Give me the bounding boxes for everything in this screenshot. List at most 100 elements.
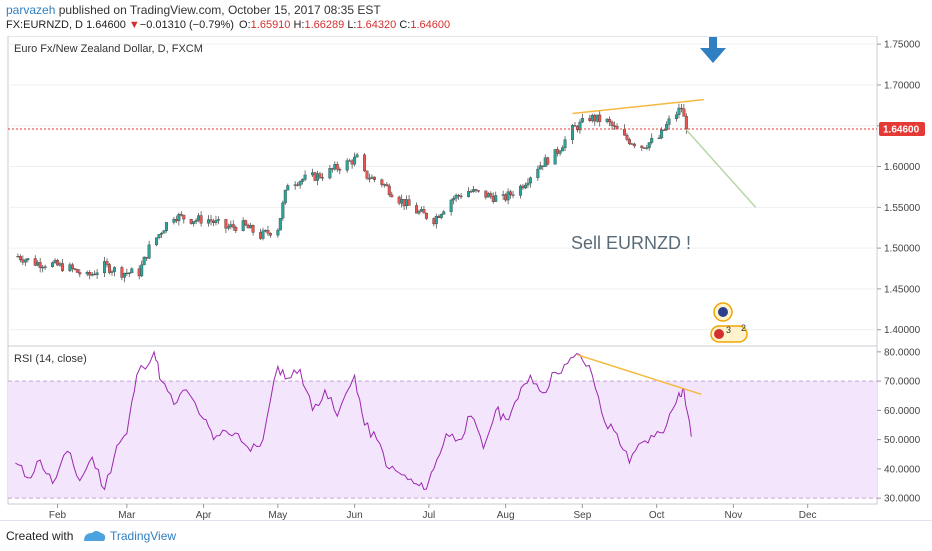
candle-body bbox=[70, 264, 74, 269]
candle-body bbox=[370, 176, 374, 179]
rsi-band bbox=[8, 381, 877, 499]
price-candle bbox=[231, 220, 235, 231]
resistance-trendline[interactable] bbox=[572, 98, 704, 115]
candle-body bbox=[684, 116, 688, 130]
tradingview-logo-icon[interactable] bbox=[82, 529, 106, 548]
price-candle bbox=[424, 212, 428, 221]
candle-body bbox=[199, 215, 203, 224]
price-candle bbox=[38, 257, 42, 273]
symbol-label: FX:EURNZD, D bbox=[6, 19, 83, 31]
price-candle bbox=[18, 254, 22, 263]
price-candle bbox=[56, 258, 60, 266]
candle-body bbox=[140, 264, 144, 277]
candle-body bbox=[313, 172, 317, 181]
candle-body bbox=[561, 147, 565, 152]
price-candle bbox=[162, 229, 166, 234]
candle-body bbox=[640, 145, 644, 148]
price-candle bbox=[251, 224, 255, 236]
candle-body bbox=[216, 219, 220, 221]
candle-body bbox=[122, 272, 126, 278]
candle-body bbox=[491, 196, 495, 202]
candle-body bbox=[172, 219, 176, 223]
candle-body bbox=[137, 268, 141, 277]
candle-body bbox=[53, 260, 57, 263]
candle-body bbox=[60, 263, 64, 272]
price-candle bbox=[625, 133, 629, 142]
price-candle bbox=[164, 221, 168, 233]
rsi-tick-label: 60.0000 bbox=[884, 406, 921, 417]
price-candle bbox=[536, 165, 540, 181]
candle-body bbox=[385, 184, 389, 187]
price-candle bbox=[546, 156, 550, 166]
candle-body bbox=[263, 230, 267, 232]
candle-body bbox=[155, 237, 159, 246]
candle-body bbox=[88, 272, 92, 276]
sell-annotation[interactable]: Sell EURNZD ! bbox=[571, 233, 691, 253]
price-candle bbox=[194, 218, 198, 225]
event-count-2: 2 bbox=[741, 323, 746, 333]
price-candle bbox=[466, 187, 470, 198]
rsi-trendline[interactable] bbox=[577, 354, 702, 395]
candle-body bbox=[471, 189, 475, 192]
price-candle bbox=[78, 269, 82, 278]
time-tick-label: Sep bbox=[573, 510, 591, 520]
candle-body bbox=[207, 219, 211, 224]
candle-body bbox=[590, 115, 594, 121]
price-candle bbox=[122, 272, 126, 283]
down-arrow-marker-icon[interactable] bbox=[700, 37, 726, 63]
candle-body bbox=[402, 199, 406, 207]
chart-area[interactable]: 1.750001.700001.650001.600001.550001.500… bbox=[0, 36, 932, 520]
candle-body bbox=[68, 264, 72, 272]
candle-body bbox=[622, 128, 626, 136]
rsi-tick-label: 30.0000 bbox=[884, 494, 921, 505]
price-pane[interactable]: 1.750001.700001.650001.600001.550001.500… bbox=[7, 36, 925, 347]
rsi-pane[interactable]: 80.0000 70.0000 60.0000 50.0000 40.0000 30.00… bbox=[7, 345, 921, 505]
candle-body bbox=[400, 199, 404, 204]
price-candle bbox=[598, 110, 602, 127]
price-candle bbox=[338, 167, 342, 175]
candle-body bbox=[157, 234, 161, 238]
candle-body bbox=[442, 211, 446, 215]
candle-body bbox=[397, 196, 401, 204]
candle-body bbox=[283, 189, 287, 204]
candle-body bbox=[434, 216, 438, 225]
candle-body bbox=[632, 143, 636, 147]
author-link[interactable]: parvazeh bbox=[6, 3, 56, 17]
candle-body bbox=[474, 189, 478, 191]
price-candle bbox=[207, 215, 211, 227]
candle-body bbox=[318, 173, 322, 178]
created-with-label: Created with bbox=[6, 529, 74, 543]
price-candle bbox=[385, 182, 389, 187]
price-change: −0.01310 (−0.79%) bbox=[139, 19, 234, 31]
price-tick-label: 1.45000 bbox=[884, 284, 921, 295]
candle-body bbox=[281, 202, 285, 219]
price-pane-frame bbox=[7, 36, 878, 347]
publish-line: parvazeh published on TradingView.com, O… bbox=[6, 3, 381, 17]
ohlc-line: FX:EURNZD, D 1.64600 ▼−0.01310 (−0.79%) … bbox=[6, 19, 450, 31]
candle-body bbox=[660, 129, 664, 139]
candle-body bbox=[367, 178, 371, 180]
candle-body bbox=[588, 118, 592, 121]
event-flag-icon[interactable] bbox=[713, 302, 733, 322]
candle-body bbox=[41, 267, 45, 269]
candle-body bbox=[511, 194, 515, 196]
candle-body bbox=[432, 218, 436, 225]
candle-body bbox=[541, 165, 545, 167]
candle-body bbox=[120, 267, 124, 278]
price-candle bbox=[387, 183, 391, 197]
candle-body bbox=[662, 129, 666, 131]
price-candle bbox=[526, 178, 530, 189]
candle-body bbox=[182, 214, 186, 220]
price-candle bbox=[95, 269, 99, 279]
projection-line[interactable] bbox=[685, 129, 757, 208]
candle-body bbox=[486, 193, 490, 198]
candle-body bbox=[103, 261, 107, 274]
candle-body bbox=[452, 198, 456, 201]
price-candle bbox=[278, 217, 282, 231]
candle-body bbox=[162, 230, 166, 234]
candle-body bbox=[333, 164, 337, 170]
events-group-icon[interactable]: 3 2 bbox=[710, 323, 748, 343]
price-candle bbox=[452, 195, 456, 205]
time-axis[interactable]: Feb Mar Apr May Jun Jul Aug Sep Oct Nov Dec bbox=[49, 504, 817, 520]
tradingview-brand-link[interactable]: TradingView bbox=[110, 529, 177, 543]
